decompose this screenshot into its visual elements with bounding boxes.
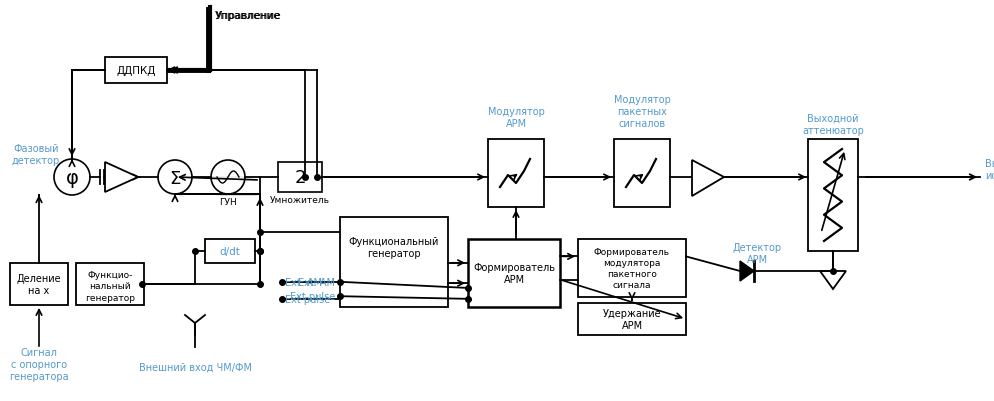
Text: Ext pulse: Ext pulse xyxy=(284,294,330,304)
Text: Удержание
АРМ: Удержание АРМ xyxy=(602,308,661,330)
Bar xyxy=(613,140,669,207)
Text: Фазовый
детектор: Фазовый детектор xyxy=(12,144,60,166)
Text: Модулятор
АРМ: Модулятор АРМ xyxy=(487,107,544,129)
Text: Σ: Σ xyxy=(169,170,181,188)
Bar xyxy=(340,217,447,307)
Text: ДДПКД: ДДПКД xyxy=(116,66,155,76)
Text: Детектор
АРМ: Детектор АРМ xyxy=(732,242,780,265)
Bar xyxy=(76,263,144,305)
Bar xyxy=(807,140,857,251)
Text: Модулятор
пакетных
сигналов: Модулятор пакетных сигналов xyxy=(613,94,670,129)
Polygon shape xyxy=(691,160,724,196)
Text: Умножитель: Умножитель xyxy=(269,196,330,205)
Circle shape xyxy=(211,160,245,194)
Text: Ext. AM: Ext. AM xyxy=(297,277,335,287)
Bar xyxy=(105,58,167,84)
Bar xyxy=(578,239,685,297)
Text: Формирователь
модулятора
пакетного
сигнала: Формирователь модулятора пакетного сигна… xyxy=(593,247,669,290)
Text: Функциональный
генератор: Функциональный генератор xyxy=(349,236,438,259)
Text: Выход
источника: Выход источника xyxy=(984,158,994,181)
Circle shape xyxy=(54,160,89,196)
Text: Ext. AM: Ext. AM xyxy=(284,277,322,287)
Bar xyxy=(205,239,254,263)
Text: φ: φ xyxy=(66,169,79,188)
Bar xyxy=(578,303,685,335)
Text: Ext pulse: Ext pulse xyxy=(289,292,335,302)
Bar xyxy=(467,239,560,307)
Polygon shape xyxy=(740,261,753,281)
Text: Выходной
аттенюатор: Выходной аттенюатор xyxy=(801,113,863,136)
Bar xyxy=(487,140,544,207)
Text: Сигнал
с опорного
генератора: Сигнал с опорного генератора xyxy=(9,347,69,381)
Text: 2: 2 xyxy=(294,168,305,186)
Text: Управление: Управление xyxy=(215,11,280,21)
Text: Деление
на x: Деление на x xyxy=(17,273,62,296)
Bar xyxy=(10,263,68,305)
Text: d/dt: d/dt xyxy=(220,246,241,256)
Polygon shape xyxy=(105,162,138,192)
Text: Формирователь
АРМ: Формирователь АРМ xyxy=(472,262,555,284)
Text: ГУН: ГУН xyxy=(219,198,237,207)
Circle shape xyxy=(158,160,192,194)
Text: Функцио-
нальный
генератор: Функцио- нальный генератор xyxy=(84,271,135,302)
Text: Управление: Управление xyxy=(216,11,281,21)
Bar xyxy=(277,162,322,192)
Text: Внешний вход ЧМ/ФМ: Внешний вход ЧМ/ФМ xyxy=(138,362,251,372)
